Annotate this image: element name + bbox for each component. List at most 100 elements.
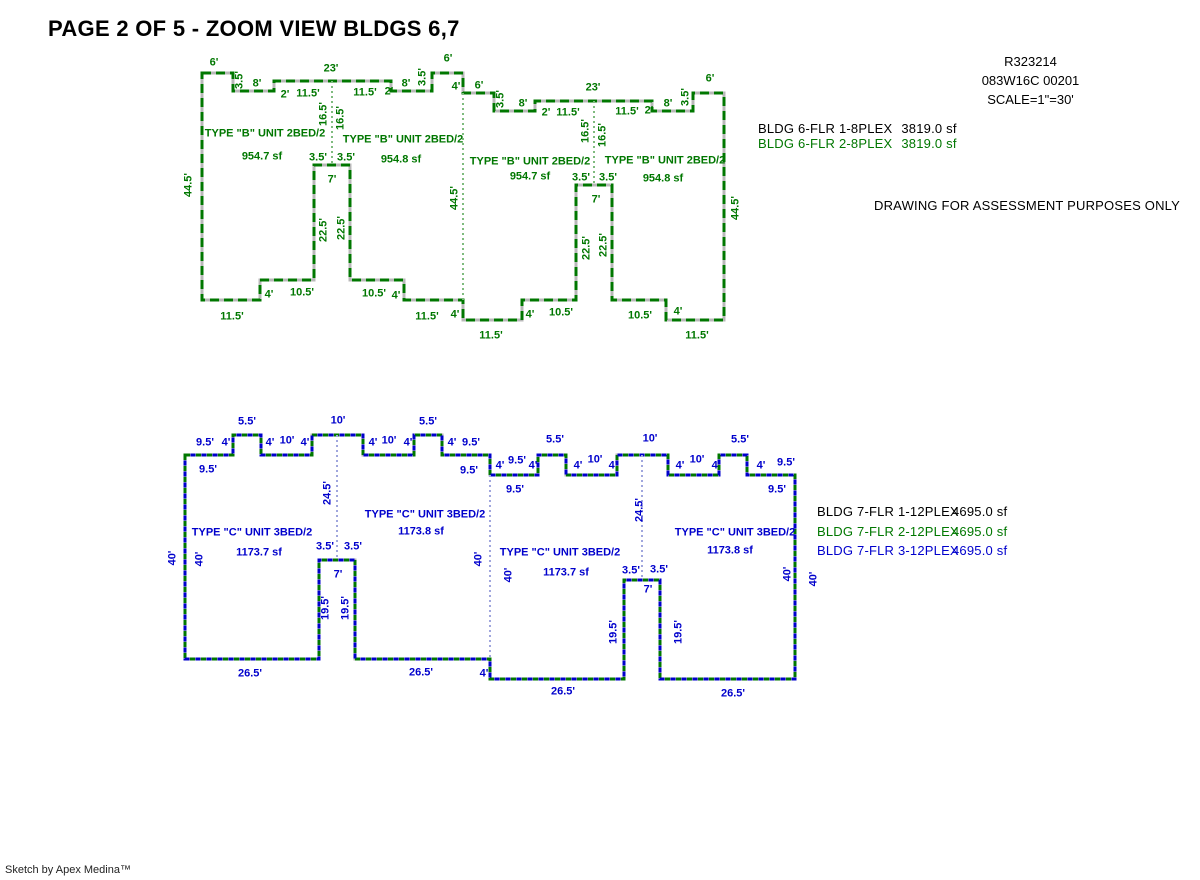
- dimension-label: 16.5': [317, 101, 330, 127]
- dimension-label: 3.5': [622, 564, 640, 577]
- dimension-label: 11.5': [615, 105, 639, 118]
- unit-type-label: TYPE "B" UNIT 2BED/2: [204, 127, 326, 140]
- unit-type-label: TYPE "C" UNIT 3BED/2: [364, 508, 486, 521]
- unit-type-label: TYPE "C" UNIT 3BED/2: [499, 546, 621, 559]
- disclaimer-note: DRAWING FOR ASSESSMENT PURPOSES ONLY: [874, 198, 1181, 213]
- bldg7-legend: BLDG 7-FLR 1-12PLEX 4695.0 sf BLDG 7-FLR…: [817, 502, 1007, 561]
- dimension-label: 9.5': [777, 456, 795, 469]
- dimension-label: 4': [711, 459, 721, 472]
- dimension-label: 22.5': [580, 235, 593, 261]
- dimension-label: 10': [587, 453, 603, 466]
- page-title: PAGE 2 OF 5 - ZOOM VIEW BLDGS 6,7: [48, 16, 460, 41]
- dimension-label: 8': [518, 97, 528, 110]
- dimension-label: 4': [221, 436, 231, 449]
- scale-note: SCALE=1"=30': [987, 92, 1074, 107]
- dimension-label: 22.5': [335, 215, 348, 241]
- dimension-label: 11.5': [479, 329, 503, 342]
- dimension-label: 40': [807, 571, 820, 587]
- bldg6-floor1-area: 3819.0 sf: [901, 121, 957, 136]
- dimension-label: 6': [474, 79, 484, 92]
- dimension-label: 4': [675, 459, 685, 472]
- dimension-label: 9.5': [460, 464, 478, 477]
- dimension-label: 2': [280, 88, 290, 101]
- dimension-label: 9.5': [768, 483, 786, 496]
- dimension-label: 26.5': [237, 667, 263, 680]
- bldg7-floor1-label: BLDG 7-FLR 1-12PLEX: [817, 504, 959, 519]
- dimension-label: 4': [368, 436, 378, 449]
- dimension-label: 40': [472, 551, 485, 567]
- dimension-label: 23': [585, 81, 601, 94]
- unit-type-label: TYPE "B" UNIT 2BED/2: [342, 133, 464, 146]
- unit-type-label: TYPE "C" UNIT 3BED/2: [191, 526, 313, 539]
- dimension-label: 44.5': [448, 185, 461, 211]
- dimension-label: 4': [528, 459, 538, 472]
- bldg6-floor2-label: BLDG 6-FLR 2-8PLEX: [758, 136, 893, 151]
- dimension-label: 16.5': [579, 118, 592, 144]
- dimension-label: 8': [401, 77, 411, 90]
- bldg7-floor2-area: 4695.0 sf: [952, 523, 1008, 539]
- bldg6-floor2-area: 3819.0 sf: [901, 136, 957, 151]
- dimension-label: 4': [264, 288, 274, 301]
- dimension-label: 4': [300, 436, 310, 449]
- unit-type-label: TYPE "B" UNIT 2BED/2: [604, 154, 726, 167]
- dimension-label: 3.5': [344, 540, 362, 553]
- dimension-label: 2': [384, 85, 394, 98]
- dimension-label: 3.5': [416, 68, 429, 86]
- dimension-label: 22.5': [317, 217, 330, 243]
- dimension-label: 4': [447, 436, 457, 449]
- dimension-label: 4': [391, 289, 401, 302]
- footer-credit: Sketch by Apex Medina™: [5, 864, 131, 876]
- dimension-label: 9.5': [506, 483, 524, 496]
- bldg6-legend-floor2: BLDG 6-FLR 2-8PLEX 3819.0 sf: [758, 136, 957, 151]
- unit-area-label: 1173.7 sf: [543, 566, 589, 579]
- dimension-label: 44.5': [182, 172, 195, 198]
- dimension-label: 5.5': [731, 433, 749, 446]
- dimension-label: 26.5': [720, 687, 746, 700]
- dimension-label: 3.5': [650, 563, 668, 576]
- bldg7-legend-floor1: BLDG 7-FLR 1-12PLEX 4695.0 sf: [817, 502, 1007, 522]
- unit-area-label: 954.7 sf: [509, 170, 551, 183]
- dimension-label: 7': [327, 173, 337, 186]
- dimension-label: 16.5': [596, 122, 609, 148]
- dimension-label: 11.5': [296, 87, 320, 100]
- dimension-label: 4': [495, 459, 505, 472]
- bldg7-floor3-label: BLDG 7-FLR 3-12PLEX: [817, 543, 959, 558]
- bldg7-floor2-label: BLDG 7-FLR 2-12PLEX: [817, 523, 959, 539]
- dimension-label: 11.5': [415, 310, 439, 323]
- dimension-label: 3.5': [679, 88, 692, 106]
- bldg6-legend-floor1: BLDG 6-FLR 1-8PLEX 3819.0 sf: [758, 121, 957, 136]
- dimension-label: 4': [756, 459, 766, 472]
- dimension-label: 10': [330, 414, 346, 427]
- unit-area-label: 954.8 sf: [380, 153, 422, 166]
- bldg7-floor3-area: 4695.0 sf: [952, 543, 1008, 558]
- unit-area-label: 1173.7 sf: [236, 546, 282, 559]
- unit-area-label: 954.7 sf: [241, 150, 283, 163]
- dimension-label: 4': [451, 80, 461, 93]
- dimension-label: 11.5': [556, 106, 580, 119]
- dimension-label: 8': [252, 77, 262, 90]
- dimension-label: 26.5': [550, 685, 576, 698]
- bldg6-unit-separators: [331, 81, 595, 300]
- dimension-label: 10.5': [548, 306, 574, 319]
- dimension-label: 4': [673, 305, 683, 318]
- dimension-label: 40': [781, 566, 794, 582]
- dimension-label: 24.5': [321, 480, 334, 506]
- bldg6-outline: [200, 71, 726, 322]
- dimension-label: 24.5': [633, 497, 646, 523]
- dimension-label: 44.5': [729, 195, 742, 221]
- dimension-label: 3.5': [572, 171, 590, 184]
- dimension-label: 9.5': [196, 436, 214, 449]
- header-block: R323214 083W16C 00201 SCALE=1"=30': [948, 52, 1113, 109]
- bldg7-unit-separators: [336, 435, 643, 659]
- unit-area-label: 1173.8 sf: [398, 525, 444, 538]
- unit-type-label: TYPE "C" UNIT 3BED/2: [674, 526, 796, 539]
- dimension-label: 10.5': [627, 309, 653, 322]
- dimension-label: 11.5': [353, 86, 377, 99]
- dimension-label: 4': [403, 436, 413, 449]
- dimension-label: 3.5': [494, 90, 507, 108]
- dimension-label: 8': [663, 97, 673, 110]
- dimension-label: 7': [643, 583, 653, 596]
- dimension-label: 4': [573, 459, 583, 472]
